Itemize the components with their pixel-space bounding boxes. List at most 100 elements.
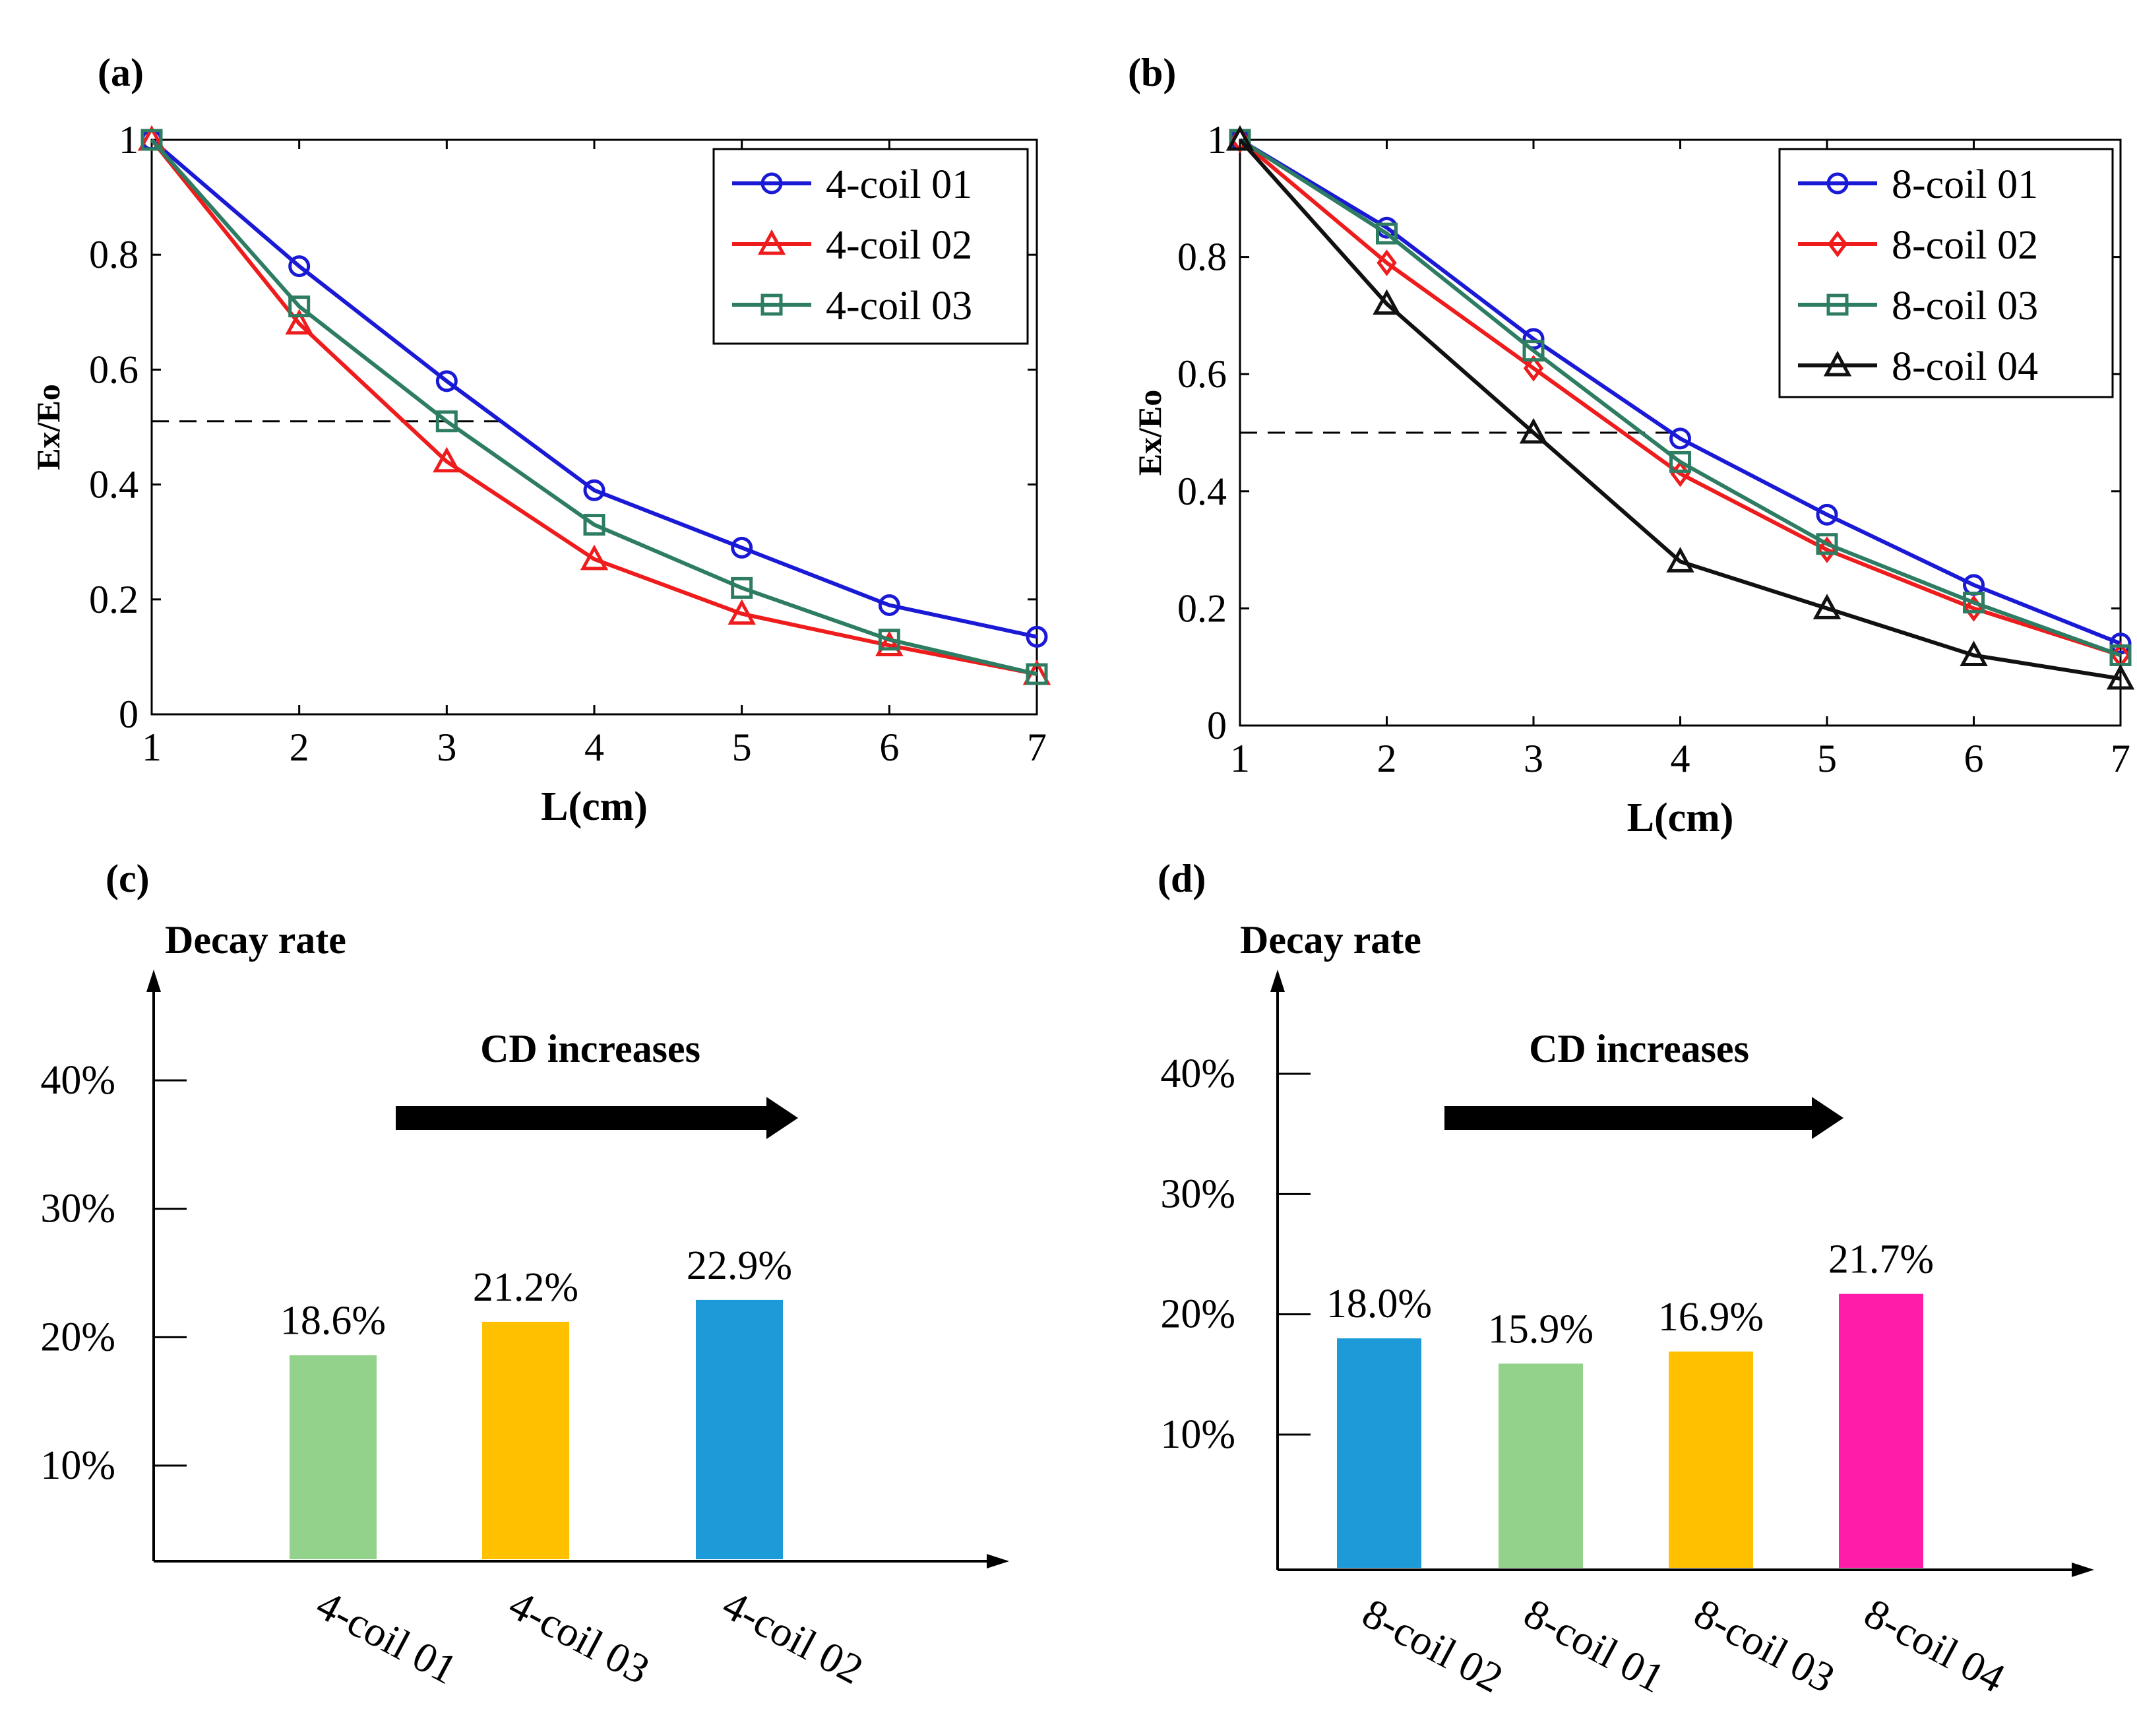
x-category-label: 8-coil 01 bbox=[1516, 1590, 1672, 1702]
data-point bbox=[1960, 640, 1988, 666]
data-point bbox=[878, 629, 900, 651]
legend-marker bbox=[757, 229, 786, 255]
y-tick-label: 0 bbox=[119, 693, 139, 736]
data-point bbox=[1666, 547, 1694, 573]
data-point bbox=[1376, 222, 1398, 245]
data-point bbox=[285, 309, 313, 335]
data-point bbox=[1373, 289, 1401, 315]
data-point bbox=[875, 631, 904, 656]
data-point bbox=[1669, 450, 1691, 473]
legend-label: 4-coil 03 bbox=[826, 284, 972, 328]
data-point bbox=[583, 514, 605, 536]
series-8-coil-04 bbox=[1225, 125, 2135, 690]
data-point bbox=[731, 576, 753, 599]
data-point bbox=[1519, 418, 1548, 444]
y-axis-label: Ex/Eo bbox=[30, 384, 67, 470]
series-4-coil-03 bbox=[140, 129, 1048, 685]
legend-marker bbox=[760, 172, 783, 195]
data-point bbox=[288, 295, 311, 318]
data-point bbox=[1523, 355, 1544, 382]
series-line bbox=[1239, 138, 2122, 646]
data-point bbox=[140, 129, 163, 151]
data-point bbox=[1225, 125, 1254, 151]
bar-value-label: 21.2% bbox=[473, 1265, 578, 1310]
bar bbox=[1337, 1338, 1421, 1568]
cd-increases-annotation: CD increases bbox=[1529, 1027, 1749, 1070]
x-tick-label: 6 bbox=[879, 726, 899, 769]
cd-increases-arrowhead bbox=[1812, 1097, 1843, 1139]
x-tick-label: 6 bbox=[1964, 737, 1984, 780]
x-tick-label: 2 bbox=[290, 726, 309, 769]
bar-chart-d: (d) Decay rate 10% 20% 30% 40% CD increases 18.… bbox=[1158, 857, 2094, 1702]
x-axis-label: L(cm) bbox=[1627, 795, 1734, 840]
data-point bbox=[2106, 664, 2135, 690]
x-tick-label: 1 bbox=[1230, 737, 1250, 780]
data-point bbox=[2109, 633, 2132, 655]
bar bbox=[482, 1321, 569, 1559]
y-tick-label: 20% bbox=[1160, 1292, 1235, 1337]
y-tick-label: 0.8 bbox=[89, 233, 139, 276]
x-category-label: 8-coil 03 bbox=[1687, 1590, 1842, 1702]
bar-value-label: 15.9% bbox=[1488, 1307, 1594, 1351]
bar bbox=[1669, 1351, 1753, 1568]
data-point bbox=[433, 447, 461, 473]
bar-chart-c: (c) Decay rate 10% 20% 30% 40% CD increases 18.… bbox=[40, 857, 1009, 1693]
data-point bbox=[1669, 427, 1691, 450]
data-point bbox=[580, 544, 609, 571]
y-tick-label: 1 bbox=[1207, 118, 1227, 162]
data-point bbox=[1377, 249, 1397, 276]
legend: 8-coil 01 8-coil 02 8-coil 03 8-coil 04 bbox=[1778, 148, 2114, 398]
data-point bbox=[1522, 340, 1545, 362]
y-tick-label: 10% bbox=[1160, 1412, 1235, 1457]
data-point bbox=[435, 370, 458, 392]
legend-label: 4-coil 02 bbox=[826, 223, 972, 268]
y-axis-title: Decay rate bbox=[1240, 918, 1421, 962]
x-axis-arrowhead bbox=[987, 1554, 1009, 1568]
y-tick-label: 0.2 bbox=[89, 578, 139, 621]
bar-value-label: 21.7% bbox=[1828, 1237, 1934, 1282]
legend-label: 8-coil 01 bbox=[1892, 162, 2038, 207]
x-category-label: 8-coil 04 bbox=[1857, 1590, 2012, 1702]
x-tick-label: 4 bbox=[1671, 737, 1690, 780]
y-tick-label: 30% bbox=[40, 1187, 115, 1231]
y-axis-arrowhead bbox=[1270, 970, 1285, 992]
x-tick-label: 5 bbox=[1817, 737, 1837, 780]
panel-label: (a) bbox=[98, 51, 144, 94]
y-axis-arrowhead bbox=[146, 970, 161, 992]
y-tick-label: 40% bbox=[40, 1058, 115, 1103]
bar bbox=[290, 1355, 377, 1559]
x-tick-label: 1 bbox=[142, 726, 162, 769]
x-category-label: 4-coil 01 bbox=[309, 1581, 464, 1693]
x-tick-label: 3 bbox=[1524, 737, 1543, 780]
cd-increases-arrow-shaft bbox=[1444, 1106, 1817, 1130]
y-tick-label: 0.4 bbox=[1177, 470, 1227, 513]
data-point bbox=[1026, 663, 1048, 685]
x-tick-label: 3 bbox=[437, 726, 456, 769]
x-category-label: 8-coil 02 bbox=[1355, 1590, 1510, 1702]
y-tick-label: 30% bbox=[1160, 1171, 1235, 1216]
bar-value-label: 18.0% bbox=[1326, 1282, 1432, 1326]
series-line bbox=[150, 138, 1038, 639]
cd-increases-annotation: CD increases bbox=[480, 1027, 700, 1070]
data-point bbox=[435, 410, 458, 433]
panel-label: (b) bbox=[1128, 51, 1176, 94]
legend-label: 4-coil 01 bbox=[826, 162, 972, 207]
y-axis-label: Ex/Eo bbox=[1131, 390, 1168, 476]
legend-marker bbox=[1823, 350, 1852, 377]
legend: 4-coil 01 4-coil 02 4-coil 03 bbox=[712, 148, 1029, 345]
data-point bbox=[878, 594, 900, 617]
y-tick-label: 0.8 bbox=[1177, 235, 1227, 279]
data-point bbox=[288, 255, 311, 278]
cd-increases-arrowhead bbox=[766, 1097, 798, 1139]
series-line bbox=[150, 139, 1038, 676]
y-tick-label: 20% bbox=[40, 1315, 115, 1359]
x-category-label: 4-coil 03 bbox=[501, 1581, 657, 1693]
legend-label: 8-coil 02 bbox=[1892, 223, 2038, 268]
y-axis-title: Decay rate bbox=[165, 918, 346, 962]
bar-value-label: 18.6% bbox=[280, 1299, 386, 1344]
legend-label: 8-coil 03 bbox=[1892, 284, 2038, 328]
panel-label: (c) bbox=[106, 857, 150, 900]
series-line bbox=[1238, 138, 2121, 681]
y-tick-label: 0.6 bbox=[89, 348, 139, 391]
series-line bbox=[150, 139, 1038, 676]
